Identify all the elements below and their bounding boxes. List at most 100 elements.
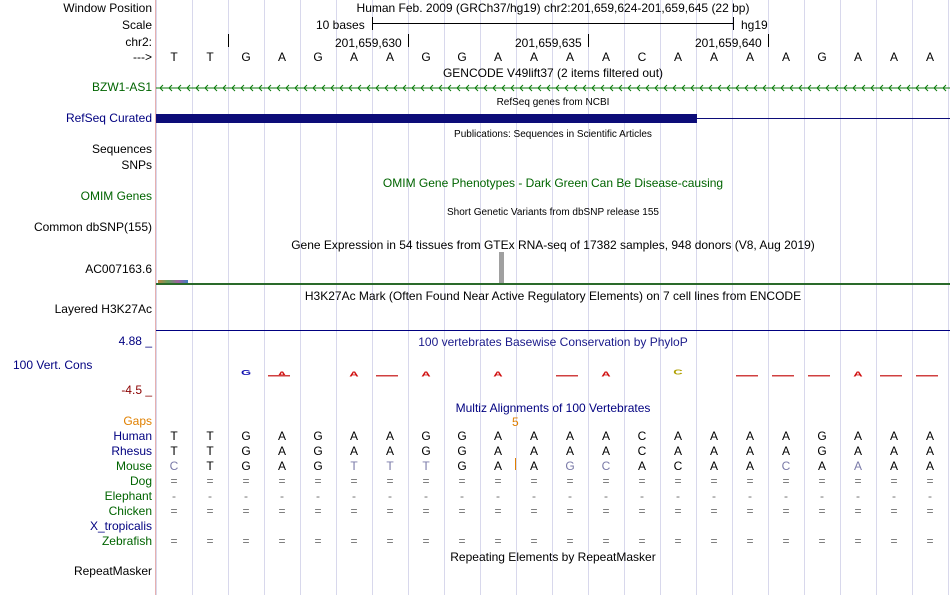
alignment-base-elephant: - [892,489,896,503]
alignment-base-chicken: = [422,504,430,518]
alignment-base-mouse: C [601,459,611,473]
label-species-mouse: Mouse [115,459,152,473]
alignment-base-zebrafish: = [710,534,718,548]
alignment-base-chicken: = [494,504,502,518]
alignment-base-rhesus: A [853,444,862,458]
alignment-base-human: A [565,429,574,443]
alignment-base-rhesus: T [170,444,178,458]
gencode-track-title: GENCODE V49lift37 (2 items filtered out) [442,66,664,80]
gridline [444,0,445,595]
label-layered-h3k27ac[interactable]: Layered H3K27Ac [54,302,152,316]
gridline [948,0,949,595]
alignment-base-elephant: - [352,489,356,503]
gencode-gene-line[interactable] [156,82,950,94]
alignment-base-dog: = [890,474,898,488]
alignment-base-dog: = [386,474,394,488]
coord-tick-2 [588,34,589,47]
alignment-base-human: A [493,429,502,443]
label-repeatmasker[interactable]: RepeatMasker [73,564,152,578]
alignment-base-chicken: = [782,504,790,518]
label-100-vert-cons[interactable]: 100 Vert. Cons [13,358,93,372]
label-separator [155,0,156,595]
alignment-base-zebrafish: = [530,534,538,548]
label-gtex-gene[interactable]: AC007163.6 [85,262,152,276]
alignment-base-chicken: = [926,504,934,518]
alignment-base-dog: = [350,474,358,488]
alignment-base-mouse: G [241,459,251,473]
alignment-base-zebrafish: = [602,534,610,548]
alignment-base-chicken: = [278,504,286,518]
gridline [732,0,733,595]
alignment-base-mouse: A [637,459,646,473]
alignment-base-zebrafish: = [746,534,754,548]
alignment-base-mouse: T [386,459,394,473]
alignment-base-human: A [277,429,286,443]
alignment-base-mouse: A [925,459,934,473]
alignment-base-chicken: = [350,504,358,518]
gtex-bar[interactable] [499,252,504,283]
label-common-dbsnp[interactable]: Common dbSNP(155) [33,220,152,234]
alignment-base-zebrafish: = [206,534,214,548]
alignment-base-zebrafish: = [350,534,358,548]
alignment-base-elephant: - [208,489,212,503]
gridline [516,0,517,595]
dbsnp-track-title: Short Genetic Variants from dbSNP releas… [447,207,659,218]
alignment-base-human: T [170,429,178,443]
phylop-letter: A [601,371,611,378]
sequence-base: A [385,50,394,64]
label-snps[interactable]: SNPs [121,158,152,172]
label-cons-min: -4.5 _ [121,383,152,397]
phylop-letter: A [421,371,431,378]
alignment-base-elephant: - [388,489,392,503]
alignment-base-rhesus: A [925,444,934,458]
multiz-track-title: Multiz Alignments of 100 Vertebrates [455,401,651,415]
label-refseq-curated[interactable]: RefSeq Curated [65,111,152,125]
phylop-letter: A [277,371,287,378]
alignment-base-zebrafish: = [818,534,826,548]
phylop-letter: G [241,369,251,376]
alignment-base-rhesus: G [817,444,827,458]
label-species-x-tropicalis: X_tropicalis [89,519,152,533]
sequence-base: A [889,50,898,64]
label-omim-genes[interactable]: OMIM Genes [80,189,152,203]
alignment-base-zebrafish: = [170,534,178,548]
alignment-base-chicken: = [566,504,574,518]
sequence-base: A [349,50,358,64]
alignment-base-rhesus: A [781,444,790,458]
alignment-base-rhesus: A [385,444,394,458]
alignment-base-elephant: - [784,489,788,503]
alignment-base-elephant: - [244,489,248,503]
label-bzw1-as1[interactable]: BZW1-AS1 [91,80,152,94]
gridline [624,0,625,595]
alignment-base-mouse: A [853,459,862,473]
alignment-base-dog: = [602,474,610,488]
label-sequences[interactable]: Sequences [91,142,152,156]
alignment-base-zebrafish: = [566,534,574,548]
alignment-base-elephant: - [460,489,464,503]
alignment-base-rhesus: G [241,444,251,458]
alignment-base-zebrafish: = [422,534,430,548]
sequence-base: G [313,50,323,64]
assembly-name: hg19 [741,18,768,32]
alignment-base-dog: = [458,474,466,488]
alignment-base-zebrafish: = [386,534,394,548]
alignment-base-zebrafish: = [242,534,250,548]
alignment-base-rhesus: A [349,444,358,458]
alignment-base-chicken: = [638,504,646,518]
alignment-base-elephant: - [820,489,824,503]
refseq-exon[interactable] [156,114,697,123]
gridline [300,0,301,595]
scale-right-tick [733,17,734,30]
phylop-letter: A [349,371,359,378]
window-position-text: Human Feb. 2009 (GRCh37/hg19) chr2:201,6… [356,1,750,15]
alignment-base-human: G [817,429,827,443]
gridline [192,0,193,595]
alignment-base-dog: = [926,474,934,488]
alignment-base-rhesus: G [421,444,431,458]
phylop-dash [268,375,290,377]
h3k27ac-track-title: H3K27Ac Mark (Often Found Near Active Re… [304,289,802,303]
refseq-intron[interactable] [697,118,950,119]
phylop-dash [772,375,794,377]
label-arrow: ---> [133,50,152,64]
